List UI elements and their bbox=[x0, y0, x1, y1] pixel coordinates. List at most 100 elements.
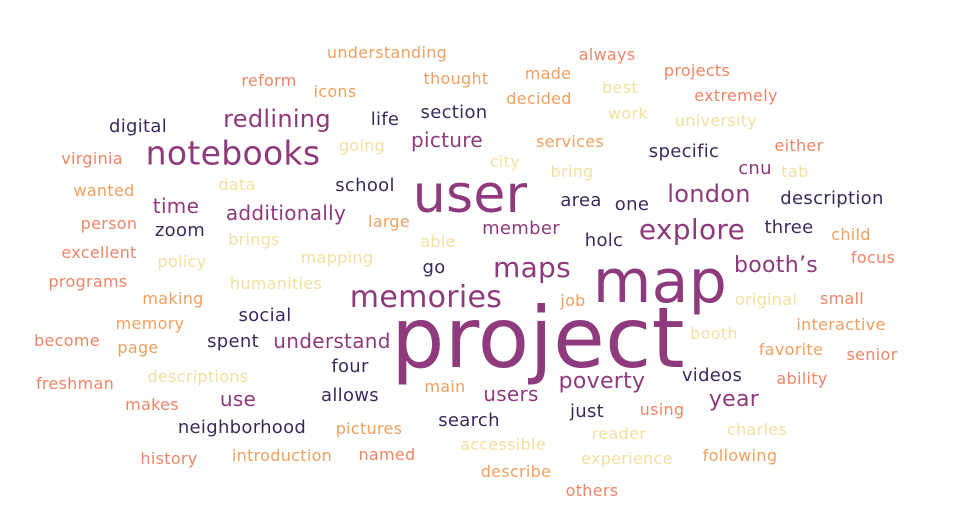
cloud-word-data: data bbox=[218, 175, 256, 194]
cloud-word-go: go bbox=[422, 257, 446, 278]
cloud-word-user: user bbox=[412, 165, 528, 225]
cloud-word-describe: describe bbox=[480, 462, 552, 481]
cloud-word-additionally: additionally bbox=[225, 201, 347, 225]
cloud-word-map: map bbox=[592, 247, 728, 317]
cloud-word-always: always bbox=[578, 45, 636, 64]
cloud-word-descriptions: descriptions bbox=[147, 367, 249, 386]
cloud-word-small: small bbox=[819, 289, 865, 308]
cloud-word-booth: booth bbox=[690, 324, 738, 343]
cloud-word-cnu: cnu bbox=[738, 158, 772, 179]
cloud-word-spent: spent bbox=[207, 331, 259, 352]
cloud-word-explore: explore bbox=[638, 213, 746, 246]
cloud-word-allows: allows bbox=[321, 385, 379, 406]
cloud-word-year: year bbox=[708, 387, 760, 412]
cloud-word-use: use bbox=[219, 387, 257, 411]
cloud-word-original: original bbox=[734, 290, 798, 309]
cloud-word-description: description bbox=[780, 188, 884, 209]
cloud-word-freshman: freshman bbox=[35, 374, 115, 393]
cloud-word-notebooks: notebooks bbox=[145, 133, 321, 173]
cloud-word-main: main bbox=[424, 377, 466, 396]
cloud-word-digital: digital bbox=[108, 116, 168, 137]
cloud-word-icons: icons bbox=[313, 82, 357, 101]
cloud-word-introduction: introduction bbox=[231, 446, 333, 465]
cloud-word-focus: focus bbox=[850, 248, 896, 267]
cloud-word-virginia: virginia bbox=[61, 149, 123, 168]
cloud-word-redlining: redlining bbox=[223, 105, 331, 133]
cloud-word-job: job bbox=[560, 291, 586, 310]
cloud-word-university: university bbox=[674, 111, 758, 130]
cloud-word-accessible: accessible bbox=[460, 435, 546, 454]
cloud-word-london: london bbox=[667, 180, 751, 208]
cloud-word-made: made bbox=[524, 64, 572, 83]
cloud-word-excellent: excellent bbox=[61, 243, 137, 262]
cloud-word-reform: reform bbox=[241, 71, 297, 90]
cloud-word-one: one bbox=[614, 194, 650, 215]
cloud-word-child: child bbox=[831, 225, 871, 244]
cloud-word-time: time bbox=[152, 194, 200, 218]
cloud-word-life: life bbox=[370, 109, 400, 130]
cloud-word-senior: senior bbox=[846, 345, 898, 364]
cloud-word-making: making bbox=[142, 289, 204, 308]
cloud-word-member: member bbox=[482, 218, 560, 239]
cloud-word-history: history bbox=[140, 449, 198, 468]
cloud-word-school: school bbox=[335, 175, 395, 196]
cloud-word-extremely: extremely bbox=[694, 86, 778, 105]
cloud-word-favorite: favorite bbox=[758, 340, 824, 359]
cloud-word-memory: memory bbox=[115, 314, 185, 333]
cloud-word-interactive: interactive bbox=[796, 315, 886, 334]
cloud-word-bring: bring bbox=[550, 162, 594, 181]
cloud-word-page: page bbox=[117, 338, 159, 357]
cloud-word-four: four bbox=[331, 356, 369, 377]
cloud-word-area: area bbox=[560, 190, 602, 211]
cloud-word-using: using bbox=[639, 400, 685, 419]
cloud-word-pictures: pictures bbox=[335, 419, 403, 438]
cloud-word-charles: charles bbox=[726, 420, 788, 439]
cloud-word-decided: decided bbox=[506, 89, 572, 108]
cloud-word-makes: makes bbox=[125, 395, 179, 414]
cloud-word-wanted: wanted bbox=[73, 181, 135, 200]
cloud-word-booth-s: booth’s bbox=[733, 253, 819, 278]
cloud-word-videos: videos bbox=[681, 365, 743, 386]
cloud-word-poverty: poverty bbox=[558, 369, 646, 394]
cloud-word-understanding: understanding bbox=[326, 43, 448, 62]
cloud-word-search: search bbox=[438, 410, 500, 431]
cloud-word-best: best bbox=[602, 78, 638, 97]
cloud-word-users: users bbox=[483, 382, 539, 406]
cloud-word-large: large bbox=[367, 212, 411, 231]
cloud-word-able: able bbox=[420, 232, 456, 251]
cloud-word-projects: projects bbox=[663, 61, 731, 80]
cloud-word-experience: experience bbox=[581, 449, 673, 468]
cloud-word-services: services bbox=[535, 132, 605, 151]
cloud-word-programs: programs bbox=[48, 272, 128, 291]
cloud-word-maps: maps bbox=[493, 251, 571, 284]
cloud-word-reader: reader bbox=[591, 424, 647, 443]
cloud-word-person: person bbox=[80, 214, 138, 233]
cloud-word-just: just bbox=[569, 401, 605, 422]
cloud-word-memories: memories bbox=[349, 280, 503, 315]
cloud-word-holc: holc bbox=[584, 230, 624, 251]
cloud-word-become: become bbox=[34, 331, 100, 350]
cloud-word-social: social bbox=[238, 305, 292, 326]
cloud-word-going: going bbox=[338, 136, 386, 155]
cloud-word-thought: thought bbox=[423, 69, 489, 88]
cloud-word-project: project bbox=[391, 289, 685, 387]
cloud-word-zoom: zoom bbox=[154, 220, 206, 241]
cloud-word-city: city bbox=[489, 152, 521, 171]
cloud-word-either: either bbox=[774, 136, 824, 155]
cloud-word-specific: specific bbox=[648, 141, 720, 162]
cloud-word-picture: picture bbox=[411, 128, 483, 152]
cloud-word-policy: policy bbox=[157, 252, 207, 271]
cloud-word-brings: brings bbox=[228, 230, 280, 249]
cloud-word-named: named bbox=[358, 445, 416, 464]
cloud-word-three: three bbox=[764, 217, 814, 238]
cloud-word-neighborhood: neighborhood bbox=[177, 417, 307, 438]
cloud-word-others: others bbox=[565, 481, 619, 500]
cloud-word-mapping: mapping bbox=[300, 248, 374, 267]
cloud-word-tab: tab bbox=[781, 162, 809, 181]
cloud-word-understand: understand bbox=[273, 329, 391, 353]
cloud-word-following: following bbox=[702, 446, 778, 465]
cloud-word-humanities: humanities bbox=[229, 274, 323, 293]
cloud-word-work: work bbox=[608, 104, 648, 123]
cloud-word-ability: ability bbox=[776, 369, 828, 388]
